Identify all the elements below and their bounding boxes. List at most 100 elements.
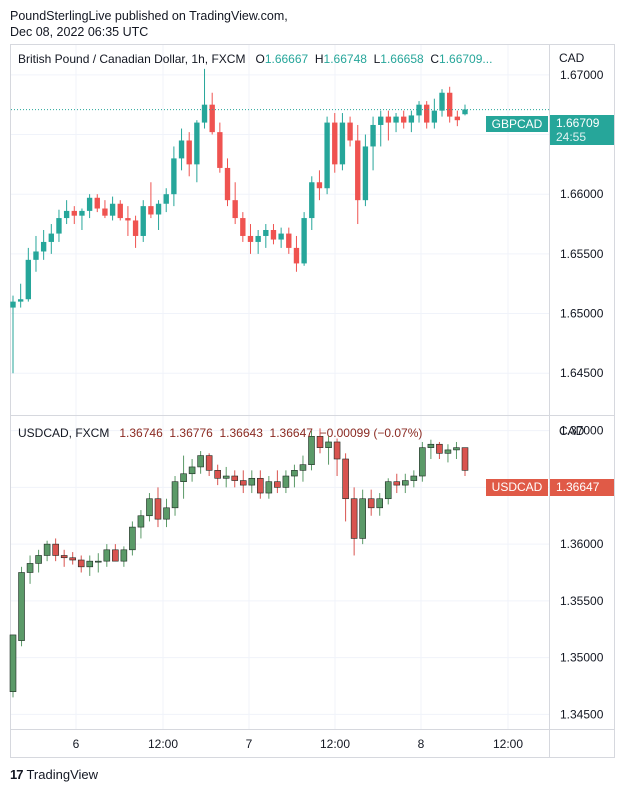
y-tick-label: 1.35500 <box>560 594 604 608</box>
price-tag-gbpcad-value: 1.66709 <box>556 116 600 130</box>
candle-body <box>453 447 460 451</box>
candle-body <box>282 475 290 488</box>
candle-body <box>376 498 384 509</box>
legend-h-value: 1.66748 <box>323 52 367 66</box>
currency-label-top: CAD <box>559 51 585 65</box>
legend-h-label: H <box>314 52 324 66</box>
candle-body <box>350 498 358 539</box>
tradingview-brand: TradingView <box>26 767 99 782</box>
candle-body <box>248 477 256 486</box>
candle-body <box>308 435 315 465</box>
x-tick-label: 6 <box>73 737 80 751</box>
candle-body <box>257 477 264 494</box>
legend-o-label: O <box>255 52 265 66</box>
candle-body <box>301 218 307 264</box>
candle-body <box>347 122 353 141</box>
candle-body <box>316 182 323 189</box>
candle-body <box>355 140 361 201</box>
legend-o-value: 1.66667 <box>264 52 309 66</box>
candle-body <box>63 210 70 219</box>
candle-body <box>309 182 315 219</box>
candle-body <box>140 206 146 236</box>
publish-date: Dec 08, 2022 06:35 UTC <box>10 25 149 39</box>
candle-body <box>239 480 247 486</box>
candle-body <box>137 515 145 528</box>
legend-l-value: 1.66658 <box>380 52 424 66</box>
candle-body <box>40 241 47 252</box>
y-tick-label: 1.64500 <box>560 366 604 380</box>
candle-body <box>439 92 445 111</box>
candle-body <box>60 555 68 559</box>
candle-body <box>410 475 418 481</box>
legend-c-usdcad: 1.36647 <box>269 426 313 440</box>
candle-body <box>148 206 154 215</box>
candle-body <box>255 235 261 242</box>
candle-body <box>231 475 239 481</box>
y-tick-label: 1.37000 <box>560 424 604 438</box>
legend-c-value: 1.66709... <box>439 52 493 66</box>
legend-o-usdcad: 1.36746 <box>119 426 163 440</box>
candle-body <box>94 197 100 209</box>
candle-body <box>419 447 426 477</box>
candle-body <box>454 116 461 121</box>
price-tag-gbpcad: 1.66709 24:55 <box>550 115 614 145</box>
candle-body <box>112 549 119 562</box>
candle-body <box>217 132 223 168</box>
candle-body <box>299 464 307 471</box>
candle-body <box>278 233 284 240</box>
y-tick-label: 1.36000 <box>560 537 604 551</box>
legend-l-usdcad: 1.36643 <box>219 426 263 440</box>
candle-body <box>265 481 273 494</box>
candle-body <box>132 220 139 236</box>
candle-body <box>17 299 24 302</box>
candle-body <box>436 443 443 454</box>
candle-body <box>316 435 324 448</box>
candle-body <box>79 210 85 216</box>
candle-body <box>25 259 32 300</box>
legend-title: British Pound / Canadian Dollar, 1h, FXC… <box>18 52 246 66</box>
candle-body <box>424 104 430 123</box>
candle-body <box>222 475 230 479</box>
publish-header: PoundSterlingLive published on TradingVi… <box>10 8 288 40</box>
legend-c-label: C <box>430 52 440 66</box>
candle-body <box>43 543 51 556</box>
y-tick-label: 1.35000 <box>560 651 604 665</box>
legend-change-usdcad: −0.00099 (−0.07%) <box>319 426 423 440</box>
y-tick-label: 1.65000 <box>560 307 604 321</box>
candle-body <box>384 481 392 500</box>
grid-layer <box>11 45 549 729</box>
legend-h-usdcad: 1.36776 <box>169 426 213 440</box>
candle-body <box>339 122 346 165</box>
tradingview-logo[interactable]: 17 TradingView <box>10 767 98 782</box>
candle-body <box>408 115 415 123</box>
candle-body <box>393 481 401 486</box>
candle-body <box>94 560 102 563</box>
candle-body <box>324 122 330 189</box>
candle-body <box>102 208 108 216</box>
candle-body <box>180 473 187 482</box>
candle-body <box>103 549 111 562</box>
candle-body <box>427 443 435 448</box>
candle-body <box>378 116 384 125</box>
candles-usdcad <box>9 428 469 698</box>
y-tick-label: 1.34500 <box>560 707 604 721</box>
countdown-gbpcad: 24:55 <box>556 130 587 144</box>
candle-body <box>214 470 221 479</box>
candle-body <box>120 549 128 562</box>
candle-body <box>362 146 369 201</box>
candle-body <box>263 230 269 236</box>
candle-body <box>444 449 452 454</box>
candle-body <box>77 559 85 568</box>
candle-body <box>129 526 136 551</box>
chart-frame <box>10 44 615 758</box>
candle-body <box>171 158 177 195</box>
candle-body <box>385 116 392 123</box>
tradingview-logo-icon: 17 <box>10 767 24 782</box>
candle-body <box>293 247 300 264</box>
publisher-line: PoundSterlingLive published on TradingVi… <box>10 9 288 23</box>
candle-body <box>86 197 93 211</box>
symbol-tag-gbpcad: GBPCAD <box>486 116 548 132</box>
candle-body <box>291 470 298 477</box>
candle-body <box>286 233 292 248</box>
